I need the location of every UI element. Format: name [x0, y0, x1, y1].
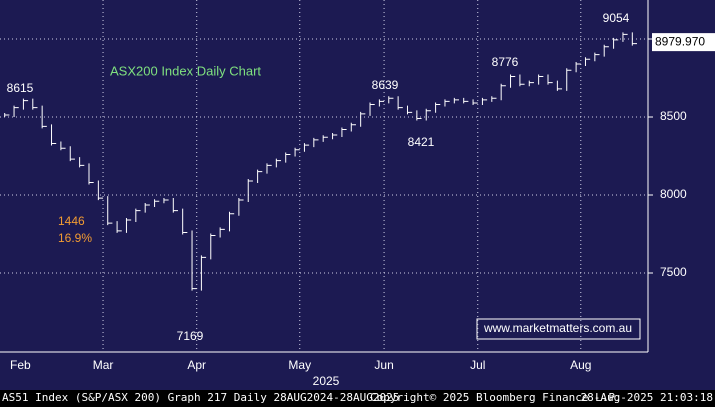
price-bar: [594, 52, 600, 62]
chart-title: ASX200 Index Daily Chart: [110, 63, 261, 78]
last-price-label: 8979.970: [655, 34, 705, 48]
x-tick-label: Mar: [93, 358, 114, 372]
x-tick-label: Jun: [374, 358, 393, 372]
x-axis-year: 2025: [313, 374, 340, 388]
price-bar: [238, 197, 244, 216]
drawdown-percent: 16.9%: [58, 231, 92, 245]
price-bar: [406, 105, 413, 115]
price-bar: [200, 255, 207, 291]
drawdown-points: 1446: [58, 214, 85, 228]
price-bar: [163, 197, 169, 204]
price-bar: [322, 135, 328, 142]
peak-label: 7169: [177, 329, 204, 343]
price-bar: [247, 178, 253, 202]
last-price-box: [652, 33, 715, 52]
price-bar: [584, 57, 591, 66]
price-bar: [303, 143, 310, 152]
y-tick-label: 8500: [660, 109, 687, 123]
price-bar: [575, 61, 581, 73]
price-bar: [41, 105, 47, 129]
price-bar: [622, 32, 628, 42]
watermark-box: [476, 318, 641, 340]
price-bar: [425, 108, 431, 121]
price-bar: [519, 74, 525, 87]
price-bar: [566, 68, 572, 91]
price-bar: [510, 74, 516, 88]
peak-label: 8615: [7, 81, 34, 95]
price-bar: [332, 132, 338, 140]
price-bar: [125, 217, 132, 233]
footer-center: Copyright© 2025 Bloomberg Finance L.P.: [370, 391, 622, 404]
price-bar: [378, 99, 385, 107]
price-bar: [32, 98, 38, 110]
price-bar: [182, 208, 188, 235]
price-bar: [229, 211, 235, 232]
x-tick-label: Jul: [470, 358, 485, 372]
price-bar: [51, 124, 57, 146]
price-bar: [547, 74, 553, 85]
price-bar: [313, 137, 319, 148]
price-bar: [416, 110, 422, 121]
price-bar: [69, 146, 75, 162]
price-bar: [107, 196, 113, 226]
price-bar: [219, 227, 225, 238]
price-bar: [369, 102, 375, 116]
x-tick-label: Apr: [187, 358, 206, 372]
price-bar: [22, 98, 29, 110]
price-bar: [453, 97, 460, 104]
price-bar: [360, 111, 366, 127]
price-bar: [116, 221, 122, 233]
peak-label: 8421: [408, 135, 435, 149]
price-bar: [388, 96, 394, 104]
price-bar: [631, 32, 637, 46]
price-bar: [350, 122, 356, 132]
price-bar: [603, 44, 609, 57]
price-bar: [266, 163, 272, 174]
price-bar: [491, 96, 497, 102]
price-bar: [257, 169, 263, 183]
price-bar: [13, 105, 19, 117]
x-tick-label: Feb: [10, 358, 31, 372]
price-bar: [191, 230, 197, 291]
price-bar: [294, 147, 300, 157]
price-bar: [144, 202, 150, 213]
price-bar: [210, 233, 216, 260]
price-bar: [79, 157, 85, 168]
price-bar: [341, 127, 347, 137]
y-tick-label: 7500: [660, 265, 687, 279]
footer-left: AS51 Index (S&P/ASX 200) Graph 217 Daily…: [2, 391, 399, 404]
x-tick-label: May: [288, 358, 311, 372]
footer-right: 28-Aug-2025 21:03:18: [581, 391, 713, 404]
price-bar: [528, 80, 534, 87]
price-bar: [397, 96, 403, 110]
price-bar: [154, 199, 160, 207]
price-bar: [97, 180, 104, 201]
price-bar: [613, 37, 619, 49]
y-tick-label: 8000: [660, 187, 687, 201]
watermark: www.marketmatters.com.au: [483, 321, 632, 335]
price-bar: [463, 97, 469, 104]
price-bar: [444, 99, 450, 107]
price-bar: [60, 141, 66, 151]
price-bar: [172, 197, 178, 213]
price-bar: [556, 80, 563, 91]
x-tick-label: Aug: [570, 358, 591, 372]
peak-label: 8639: [372, 78, 399, 92]
price-bar: [500, 83, 506, 101]
price-bar: [481, 97, 488, 105]
peak-label: 8776: [492, 55, 519, 69]
price-bar: [435, 102, 441, 113]
price-bar: [538, 74, 544, 85]
peak-label: 9054: [603, 11, 630, 25]
price-bar: [4, 112, 10, 117]
price-bar: [275, 158, 282, 168]
price-bar: [88, 163, 94, 185]
footer-bar: [0, 390, 715, 407]
price-bar: [472, 99, 478, 105]
price-bar: [135, 208, 141, 222]
price-bar: [285, 152, 291, 163]
